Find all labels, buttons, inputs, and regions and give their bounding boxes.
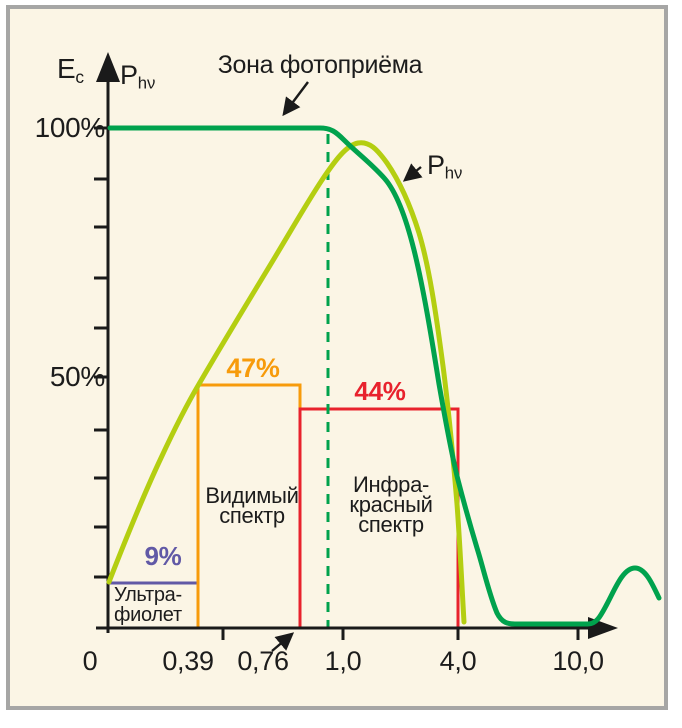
ir-share-label: 44% bbox=[354, 376, 406, 406]
y-axis-ticks bbox=[94, 126, 107, 579]
y-axis-label-phv: Phν bbox=[120, 62, 155, 92]
visible-zone-label: Видимый спектр bbox=[205, 483, 299, 528]
x-tick-label-40: 4,0 bbox=[439, 646, 477, 676]
visible-share-label: 47% bbox=[226, 353, 280, 383]
x-tick-label-100um: 10,0 bbox=[552, 646, 604, 676]
ec-curve bbox=[107, 125, 662, 627]
x-tick-label-076: 0,76 bbox=[237, 646, 289, 676]
figure-frame bbox=[6, 5, 668, 710]
y-tick-label-100: 100% bbox=[34, 112, 106, 143]
uv-zone-line2: фиолет bbox=[114, 604, 182, 626]
zone-annotation-arrow bbox=[282, 81, 309, 117]
annotation-arrows bbox=[271, 81, 423, 652]
phv-main: P bbox=[120, 60, 138, 90]
uv-zone-label: Ультра- фиолет bbox=[114, 585, 182, 625]
phv-curve bbox=[106, 140, 467, 625]
x-tick-label-10: 1,0 bbox=[324, 646, 362, 676]
ir-zone-line2: красный bbox=[349, 492, 433, 517]
ir-zone-line3: спектр bbox=[358, 512, 424, 537]
zone-annotation-label: Зона фотоприёма bbox=[217, 51, 423, 79]
axes bbox=[94, 60, 592, 640]
x-tick-label-0: 0 bbox=[82, 646, 98, 676]
uv-share-label: 9% bbox=[144, 541, 182, 571]
phv-sub: hν bbox=[137, 73, 156, 93]
phv-curve-main: P bbox=[427, 150, 445, 180]
visible-zone-line2: спектр bbox=[219, 503, 285, 528]
x-tick-label-039: 0,39 bbox=[162, 646, 214, 676]
visible-zone-box bbox=[196, 383, 302, 628]
phv-curve-sub: hν bbox=[444, 163, 463, 183]
ir-zone-line1: Инфра- bbox=[352, 472, 430, 497]
ec-sub: c bbox=[75, 66, 85, 87]
uv-zone-line1: Ультра- bbox=[114, 584, 182, 606]
ir-zone-label: Инфра- красный спектр bbox=[349, 472, 433, 537]
ec-main: E bbox=[57, 53, 76, 84]
phv-annotation-arrow bbox=[402, 163, 423, 182]
y-tick-label-50: 50% bbox=[49, 361, 105, 392]
phv-curve-label: Phν bbox=[427, 152, 462, 182]
x-axis-arrowhead bbox=[588, 617, 618, 639]
x076-annotation-arrow bbox=[271, 632, 295, 652]
y-axis-label-ec: Ec bbox=[57, 55, 84, 86]
y-axis-arrowhead bbox=[96, 52, 120, 82]
x-axis-ticks bbox=[221, 628, 580, 640]
visible-zone-line1: Видимый bbox=[205, 483, 299, 508]
